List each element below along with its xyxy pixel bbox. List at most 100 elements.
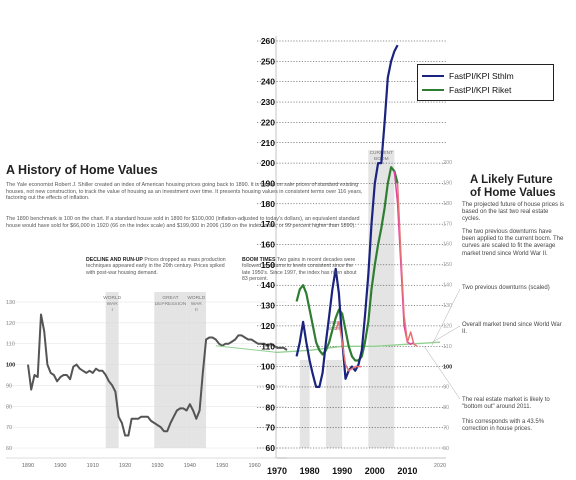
right-secondary-ytick-160: 160 [443, 242, 452, 248]
left-xtick-1900: 1900 [54, 463, 66, 469]
left-ytick-120: 120 [6, 321, 15, 327]
right-ytick-250: 250 [261, 56, 275, 66]
left-ytick-80: 80 [6, 404, 12, 410]
left-ytick-70: 70 [6, 425, 12, 431]
right-ytick-100: 100 [261, 362, 275, 372]
left-xtick-1890: 1890 [22, 463, 34, 469]
left-ytick-110: 110 [6, 342, 15, 348]
right-ytick-70: 70 [266, 423, 276, 433]
right-ytick-230: 230 [261, 97, 275, 107]
left-band-label-2-1: WAR [191, 301, 203, 307]
right-ytick-90: 90 [266, 382, 276, 392]
left-band-label-0-2: I [112, 307, 113, 313]
modern-series-line-4 [396, 183, 418, 347]
left-band-label-1-0: GREAT [162, 295, 178, 301]
right-ytick-220: 220 [261, 117, 275, 127]
annotation-pointer-0 [431, 288, 461, 346]
legend-label-sthlm: FastPI/KPI Sthlm [449, 71, 514, 81]
right-ytick-140: 140 [261, 280, 275, 290]
history-title: A History of Home Values [6, 163, 158, 177]
right-secondary-ytick-170: 170 [443, 221, 452, 227]
right-secondary-ytick-130: 130 [443, 303, 452, 309]
left-xtick-1910: 1910 [87, 463, 99, 469]
right-band-0 [299, 360, 310, 448]
boom-text: Two gains in recent decades were followe… [242, 257, 357, 282]
right-xtick-2010: 2010 [397, 466, 417, 476]
right-ytick-80: 80 [266, 402, 276, 412]
right-secondary-ytick-150: 150 [443, 262, 452, 268]
right-ytick-130: 130 [261, 301, 275, 311]
note-bottom-out: The real estate market is likely to "bot… [462, 397, 550, 411]
right-xtick-1990: 1990 [332, 466, 352, 476]
right-xtick-1980: 1980 [300, 466, 320, 476]
right-secondary-ytick-120: 120 [443, 323, 452, 329]
right-ytick-240: 240 [261, 77, 275, 87]
right-xtick-2020: 2020 [434, 463, 446, 469]
right-ytick-120: 120 [261, 321, 275, 331]
future-title: A Likely Future of Home Values [470, 174, 556, 200]
right-secondary-ytick-140: 140 [443, 283, 452, 289]
left-xtick-1950: 1950 [216, 463, 228, 469]
right-secondary-ytick-60: 60 [443, 446, 449, 452]
legend-label-riket: FastPI/KPI Riket [449, 85, 512, 95]
left-gridlines [6, 301, 287, 449]
left-band-label-0-0: WORLD [103, 295, 121, 301]
left-ytick-130: 130 [6, 300, 15, 306]
benchmark-text: The 1890 benchmark is 100 on the chart. … [6, 216, 360, 229]
right-secondary-ytick-100: 100 [443, 364, 452, 370]
right-ytick-170: 170 [261, 219, 275, 229]
legend-item-sthlm: FastPI/KPI Sthlm [422, 70, 514, 82]
left-band-0 [105, 292, 119, 448]
history-intro-text: The Yale economist Robert J. Shiller cre… [6, 182, 363, 202]
left-band-label-0-1: WAR [107, 301, 119, 307]
history-series-line-0 [27, 313, 288, 437]
right-ytick-160: 160 [261, 240, 275, 250]
tick-labels: 60 70 80 90 100 110 120 130 1890 1900 1910 1920 1930… [6, 36, 452, 476]
modern-series-line-0 [295, 44, 399, 388]
right-ytick-210: 210 [261, 138, 275, 148]
note-projection: The projected future of house prices is … [462, 202, 565, 223]
note-two-downturns: Two previous downturns (scaled) [462, 285, 550, 291]
decline-heading: DECLINE AND RUN-UP [86, 257, 143, 263]
modern-series-line-3 [393, 171, 415, 345]
legend-swatch-riket [422, 89, 444, 91]
right-ytick-200: 200 [261, 158, 275, 168]
right-band-1 [325, 360, 343, 448]
right-secondary-ytick-70: 70 [443, 426, 449, 432]
left-xtick-1930: 1930 [151, 463, 163, 469]
right-ytick-190: 190 [261, 178, 275, 188]
note-market-trend: Overall market trend since World War II. [462, 322, 562, 336]
decline-text: Prices dropped as mass production techni… [86, 257, 226, 276]
right-ytick-150: 150 [261, 260, 275, 270]
right-band-label-1-1: BOOM [327, 326, 342, 332]
right-ytick-260: 260 [261, 36, 275, 46]
note-correction: This corresponds with a 43.5% correction… [462, 419, 545, 433]
left-band-label-2-2: II [195, 307, 198, 313]
left-xtick-1960: 1960 [249, 463, 261, 469]
right-ytick-60: 60 [266, 443, 276, 453]
left-xtick-1940: 1940 [184, 463, 196, 469]
modern-series-line-2 [335, 321, 362, 372]
left-band-label-2-0: WORLD [187, 295, 205, 301]
right-xtick-1970: 1970 [267, 466, 287, 476]
future-title-line2: of Home Values [470, 187, 556, 199]
right-xtick-2000: 2000 [365, 466, 385, 476]
right-secondary-ytick-190: 190 [443, 180, 452, 186]
right-gridlines [257, 40, 446, 449]
note-downturns-applied: The two previous downturns have been app… [462, 229, 564, 257]
right-secondary-ytick-90: 90 [443, 385, 449, 391]
legend-swatch-sthlm [422, 75, 444, 77]
annotation-pointer-2 [423, 345, 461, 400]
legend-item-riket: FastPI/KPI Riket [422, 84, 511, 96]
left-band-label-1-1: DEPRESSION [155, 301, 187, 307]
right-ytick-180: 180 [261, 199, 275, 209]
decline-caption: DECLINE AND RUN-UP Prices dropped as mas… [86, 257, 234, 276]
left-xtick-1920: 1920 [119, 463, 131, 469]
boom-caption: BOOM TIMES Two gains in recent decades w… [242, 257, 360, 282]
right-secondary-ytick-110: 110 [443, 344, 452, 350]
right-secondary-ytick-80: 80 [443, 405, 449, 411]
right-ytick-110: 110 [261, 341, 275, 351]
chart-legend: FastPI/KPI Sthlm FastPI/KPI Riket [417, 64, 554, 101]
